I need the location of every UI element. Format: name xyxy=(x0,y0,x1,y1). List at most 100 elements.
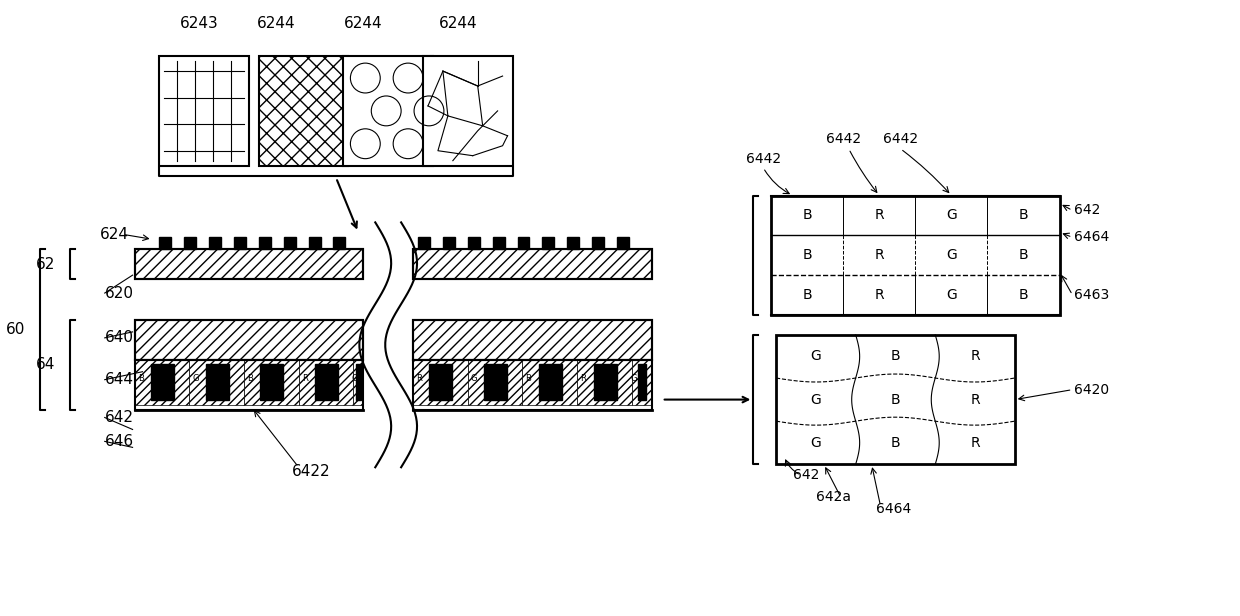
Text: B: B xyxy=(526,374,532,383)
Bar xyxy=(206,363,228,400)
Text: G: G xyxy=(192,374,198,383)
Text: B: B xyxy=(890,349,900,363)
Text: R: R xyxy=(874,208,884,222)
Bar xyxy=(343,56,433,166)
Text: 642a: 642a xyxy=(816,490,851,504)
Bar xyxy=(190,360,244,405)
Bar xyxy=(567,237,579,249)
Text: G: G xyxy=(811,392,821,407)
Text: 624: 624 xyxy=(99,227,129,242)
Bar xyxy=(591,237,604,249)
Text: 6442: 6442 xyxy=(826,132,862,146)
Text: 6244: 6244 xyxy=(257,16,295,31)
Bar xyxy=(259,237,270,249)
Bar xyxy=(135,320,363,360)
Bar xyxy=(413,249,652,279)
Bar xyxy=(334,237,346,249)
Text: 62: 62 xyxy=(36,257,55,272)
Bar xyxy=(315,363,339,400)
Bar xyxy=(135,249,363,279)
Text: 6243: 6243 xyxy=(180,16,218,31)
Text: G: G xyxy=(811,436,821,450)
Text: B: B xyxy=(802,288,812,302)
Bar xyxy=(443,237,455,249)
Text: G: G xyxy=(946,248,957,262)
Bar xyxy=(160,56,249,166)
Text: B: B xyxy=(1019,288,1028,302)
Text: 6464: 6464 xyxy=(875,502,911,516)
Bar xyxy=(356,363,361,400)
Bar xyxy=(259,56,348,166)
Bar xyxy=(135,360,363,410)
Text: G: G xyxy=(470,374,477,383)
Text: B: B xyxy=(890,392,900,407)
Bar xyxy=(418,237,430,249)
Bar xyxy=(413,360,467,405)
Bar xyxy=(632,360,652,405)
Text: B: B xyxy=(247,374,253,383)
Text: 6244: 6244 xyxy=(439,16,477,31)
Bar xyxy=(492,237,505,249)
Bar xyxy=(771,195,1059,315)
Text: 6244: 6244 xyxy=(343,16,383,31)
Bar xyxy=(160,237,171,249)
Text: 646: 646 xyxy=(104,434,134,449)
Text: R: R xyxy=(970,436,980,450)
Text: G: G xyxy=(811,349,821,363)
Text: B: B xyxy=(138,374,144,383)
Bar xyxy=(135,249,363,279)
Text: G: G xyxy=(631,374,637,383)
Text: B: B xyxy=(802,248,812,262)
Text: 6422: 6422 xyxy=(291,464,330,479)
Bar xyxy=(467,360,522,405)
Bar xyxy=(542,237,554,249)
Bar xyxy=(776,335,1014,464)
Bar xyxy=(413,320,652,360)
Bar xyxy=(284,237,295,249)
Text: 644: 644 xyxy=(104,372,134,387)
Bar xyxy=(185,237,196,249)
Text: R: R xyxy=(301,374,308,383)
Bar xyxy=(151,363,174,400)
Bar xyxy=(423,56,512,166)
Text: R: R xyxy=(417,374,422,383)
Text: 642: 642 xyxy=(104,410,134,425)
Bar xyxy=(637,363,646,400)
Bar xyxy=(484,363,507,400)
Bar xyxy=(413,320,652,360)
Bar xyxy=(171,68,237,154)
Text: B: B xyxy=(890,436,900,450)
Text: 6442: 6442 xyxy=(745,152,781,166)
Text: 620: 620 xyxy=(104,286,134,301)
Bar xyxy=(413,360,652,410)
Text: R: R xyxy=(874,248,884,262)
Text: 60: 60 xyxy=(6,322,25,337)
Text: 642: 642 xyxy=(1075,203,1101,217)
Bar xyxy=(135,360,190,405)
Text: G: G xyxy=(946,288,957,302)
Bar xyxy=(594,363,616,400)
Text: B: B xyxy=(1019,208,1028,222)
Bar xyxy=(234,237,246,249)
Bar xyxy=(210,237,221,249)
Bar xyxy=(517,237,529,249)
Text: 64: 64 xyxy=(36,357,55,372)
Text: G: G xyxy=(351,374,357,383)
Text: G: G xyxy=(946,208,957,222)
Text: B: B xyxy=(802,208,812,222)
Bar xyxy=(522,360,577,405)
Text: R: R xyxy=(970,349,980,363)
Text: 6464: 6464 xyxy=(1075,230,1110,245)
Bar xyxy=(299,360,353,405)
Bar xyxy=(577,360,632,405)
Text: R: R xyxy=(970,392,980,407)
Bar xyxy=(135,320,363,360)
Bar xyxy=(429,363,453,400)
Bar xyxy=(467,237,480,249)
Text: R: R xyxy=(874,288,884,302)
Bar xyxy=(413,249,652,279)
Bar xyxy=(244,360,299,405)
Text: 6420: 6420 xyxy=(1075,383,1110,397)
Bar xyxy=(618,237,629,249)
Bar xyxy=(260,363,284,400)
